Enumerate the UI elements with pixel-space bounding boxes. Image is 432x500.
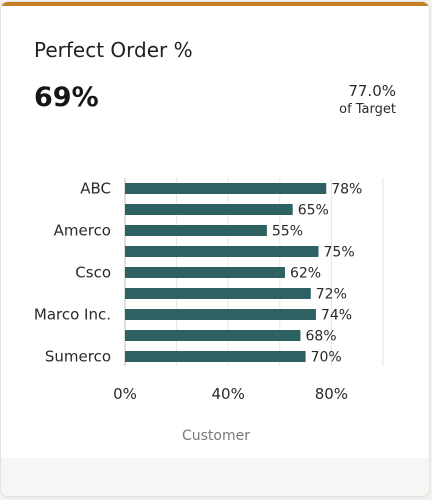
bar-value-label: 62% xyxy=(290,266,321,282)
x-axis-title: Customer xyxy=(181,428,250,444)
x-tick-label: 80% xyxy=(315,385,348,403)
kpi-value: 69% xyxy=(34,82,99,113)
bar-value-label: 70% xyxy=(311,350,342,366)
card-accent-bar xyxy=(1,2,429,6)
bar-value-label: 78% xyxy=(331,182,362,198)
bar xyxy=(125,351,306,362)
bar xyxy=(125,204,293,215)
x-tick-label: 0% xyxy=(113,385,137,403)
bar-value-label: 72% xyxy=(316,287,347,303)
target-value: 77.0% xyxy=(348,82,396,100)
category-label: Marco Inc. xyxy=(34,306,111,324)
bar xyxy=(125,330,301,341)
bar xyxy=(125,288,311,299)
category-label: Amerco xyxy=(54,222,111,240)
bar-value-label: 65% xyxy=(298,203,329,219)
bar xyxy=(125,267,285,278)
bar xyxy=(125,225,267,236)
card-title: Perfect Order % xyxy=(34,38,193,62)
bar xyxy=(125,246,319,257)
category-label: ABC xyxy=(80,180,111,198)
perfect-order-card: Perfect Order % 69% 77.0% of Target 78% A… xyxy=(1,2,429,496)
category-label: Csco xyxy=(75,264,111,282)
bar-value-label: 74% xyxy=(321,308,352,324)
bar xyxy=(125,183,327,194)
category-label: Sumerco xyxy=(45,348,111,366)
bar-chart: 78% ABC 65% 55% Amerco 75%62% Csco 72% 74% Marco … xyxy=(34,178,384,403)
bar xyxy=(125,309,316,320)
bar-value-label: 75% xyxy=(324,245,355,261)
bar-value-label: 55% xyxy=(272,224,303,240)
target-label: of Target xyxy=(339,102,396,117)
card-footer xyxy=(1,458,429,496)
x-tick-label: 40% xyxy=(212,385,245,403)
bar-value-label: 68% xyxy=(305,329,336,345)
